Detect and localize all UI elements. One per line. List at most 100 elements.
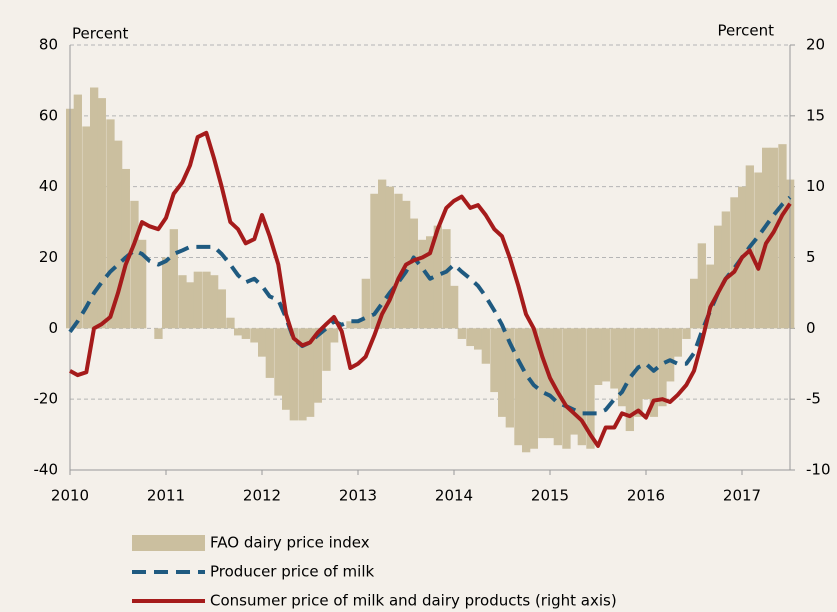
bar [642, 328, 651, 400]
bar [193, 271, 202, 329]
bar [354, 321, 363, 329]
bar [298, 328, 307, 421]
y2-tick-label: 10 [806, 177, 825, 195]
bar [73, 94, 82, 329]
bar [658, 328, 667, 407]
bar [562, 328, 571, 449]
bar [570, 328, 579, 435]
bar [138, 239, 147, 329]
bar [457, 328, 466, 339]
bar [505, 328, 514, 428]
bar [474, 328, 483, 350]
bar [433, 225, 442, 329]
bar [721, 211, 730, 329]
bar [322, 328, 331, 371]
bar [130, 200, 139, 329]
bar [625, 328, 634, 432]
bar [217, 289, 226, 329]
bar [82, 126, 91, 329]
bar [114, 140, 123, 329]
legend-swatch [132, 535, 205, 551]
bar [426, 236, 435, 329]
bar [226, 317, 235, 329]
bar [346, 321, 355, 329]
bar [690, 278, 699, 329]
bar [186, 282, 195, 329]
bar [529, 328, 538, 449]
x-tick-label: 2013 [339, 487, 377, 505]
bar [258, 328, 267, 357]
bar [210, 275, 219, 329]
y2-tick-label: 15 [806, 106, 825, 124]
bar [610, 328, 619, 389]
y2-tick-label: 0 [806, 319, 816, 337]
bar [418, 239, 427, 329]
bar [394, 193, 403, 329]
bar [577, 328, 586, 446]
bar [618, 328, 627, 407]
y2-tick-label: 20 [806, 36, 825, 54]
bar [330, 328, 339, 343]
bar [481, 328, 490, 364]
bar [514, 328, 523, 446]
bar [409, 218, 418, 329]
y-tick-label: -40 [34, 461, 59, 479]
bar [306, 328, 315, 417]
y-tick-label: 40 [39, 177, 58, 195]
bar [730, 197, 739, 329]
y-tick-label: 0 [48, 319, 58, 337]
bar [385, 186, 394, 329]
bar [162, 257, 171, 329]
bar [706, 264, 715, 329]
bar [241, 328, 250, 339]
bar [154, 328, 163, 339]
bar [169, 229, 178, 329]
bar [121, 168, 130, 329]
bar [666, 328, 675, 382]
bar [673, 328, 682, 357]
bar [282, 328, 291, 410]
bar [442, 229, 451, 329]
x-tick-label: 2014 [435, 487, 473, 505]
bar [466, 328, 475, 347]
y2-tick-label: 5 [806, 248, 816, 266]
bar [250, 328, 259, 343]
bar [97, 98, 106, 329]
bar [313, 328, 322, 403]
x-tick-label: 2015 [531, 487, 569, 505]
y2-axis-label: Percent [718, 22, 775, 40]
bar [90, 87, 99, 329]
bar [769, 147, 778, 329]
bar [754, 172, 763, 329]
y-tick-label: 20 [39, 248, 58, 266]
y2-tick-label: -10 [806, 461, 831, 479]
bar [546, 328, 555, 439]
bar [714, 225, 723, 329]
bar [498, 328, 507, 417]
y-tick-label: -20 [34, 390, 59, 408]
bar [178, 275, 187, 329]
x-tick-label: 2016 [627, 487, 665, 505]
bar [450, 285, 459, 329]
line-series [68, 195, 792, 416]
bar [490, 328, 499, 393]
bar [361, 278, 370, 329]
bar [289, 328, 298, 421]
bar [378, 179, 387, 329]
x-tick-label: 2017 [723, 487, 761, 505]
bar [202, 271, 211, 329]
bar [601, 328, 610, 382]
bar [594, 328, 603, 385]
x-tick-label: 2010 [51, 487, 89, 505]
bar [586, 328, 595, 449]
bar [697, 243, 706, 329]
bar [634, 328, 643, 417]
bar [265, 328, 274, 378]
bar [106, 119, 115, 329]
bar [553, 328, 562, 446]
bar [762, 147, 771, 329]
bar [370, 193, 379, 329]
bar [682, 328, 691, 339]
x-tick-label: 2012 [243, 487, 281, 505]
